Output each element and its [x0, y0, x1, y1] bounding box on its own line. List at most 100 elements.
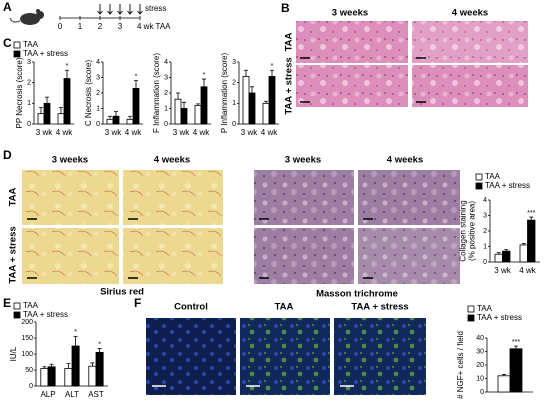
y-tick-label: 0: [27, 121, 31, 128]
y-tick-label: 3: [232, 59, 236, 66]
bar: [64, 367, 73, 387]
y-tick-label: 2: [96, 90, 100, 97]
error-bar: [66, 363, 71, 369]
bar: [509, 348, 523, 393]
error-bar: [529, 216, 534, 221]
bar: [112, 115, 120, 125]
error-bar: [176, 92, 180, 100]
error-bar: [264, 100, 268, 104]
y-tick-label: 100: [21, 351, 33, 358]
y-tick-label: 4: [483, 197, 487, 204]
y-axis-label: # NGF+ cells / field: [456, 331, 465, 399]
row-label: TAA: [8, 187, 19, 206]
y-tick-label: 0: [96, 121, 100, 128]
error-bar: [42, 366, 47, 369]
error-bar: [59, 107, 63, 114]
y-tick-label: 2: [164, 90, 168, 97]
x-tick-label: 3 wk: [105, 128, 122, 137]
column-label: 3 weeks: [332, 8, 368, 19]
error-bar: [39, 107, 43, 114]
legend-label: TAA: [477, 304, 493, 313]
legend-label: TAA: [485, 172, 501, 181]
error-bar: [49, 363, 54, 367]
bar: [268, 76, 276, 125]
timeline-label: 0: [58, 22, 63, 31]
bar: [126, 118, 134, 125]
bar: [242, 76, 250, 125]
bar: [194, 105, 202, 125]
stress-label: stress: [145, 4, 166, 13]
column-label: TAA + stress: [351, 302, 408, 313]
y-tick-label: 40: [476, 335, 484, 342]
stress-arrows: [97, 4, 143, 15]
significance: *: [271, 63, 274, 70]
error-bar: [128, 115, 132, 120]
bar: [43, 102, 51, 125]
y-axis-label: PP Necrosis (score): [15, 57, 24, 128]
bar: [132, 87, 140, 125]
y-tick-label: 3: [96, 74, 100, 81]
column-label: TAA: [275, 302, 294, 313]
row-label: TAA + stress: [8, 226, 19, 283]
panel-label: D: [3, 148, 12, 162]
y-tick-label: 0: [232, 121, 236, 128]
y-tick-label: 3: [483, 212, 487, 219]
row-label: TAA + stress: [284, 57, 295, 114]
error-bar: [134, 80, 138, 89]
error-bar: [250, 86, 254, 93]
column-label: 4 weeks: [387, 155, 423, 166]
error-bar: [114, 111, 118, 117]
x-tick-label: 3 wk: [494, 266, 511, 275]
legend-label: TAA + stress: [477, 313, 522, 322]
legend-swatch: [475, 173, 483, 181]
error-bar: [90, 362, 95, 367]
legend-swatch: [13, 311, 21, 319]
legend-swatch: [13, 302, 21, 310]
x-tick-label: 3 wk: [36, 128, 53, 137]
error-bar: [514, 345, 518, 349]
error-bar: [196, 103, 200, 106]
significance: *: [66, 63, 69, 70]
x-tick-label: ALT: [65, 390, 79, 399]
legend-swatch: [13, 50, 21, 58]
y-tick-label: 2: [483, 228, 487, 235]
timeline-label: 2: [98, 22, 103, 31]
bar: [40, 367, 49, 387]
legend-swatch: [467, 305, 475, 313]
x-tick-label: 3 wk: [241, 128, 258, 137]
error-bar: [108, 115, 112, 120]
legend-swatch: [475, 182, 483, 190]
bar: [63, 78, 71, 125]
bar: [71, 345, 80, 387]
y-tick-label: 30: [476, 348, 484, 355]
legend-swatch: [467, 314, 475, 322]
column-label: 4 weeks: [452, 8, 488, 19]
panel-label: A: [3, 0, 12, 14]
bar: [519, 244, 528, 263]
x-tick-label: 4 wk: [56, 128, 73, 137]
y-tick-label: 1: [27, 100, 31, 107]
error-bar: [521, 243, 526, 245]
legend-label: TAA + stress: [485, 181, 530, 190]
y-tick-label: 2: [27, 80, 31, 87]
bar: [88, 365, 97, 387]
legend-label: TAA: [23, 40, 39, 49]
error-bar: [496, 252, 501, 255]
y-tick-label: 0: [483, 259, 487, 266]
x-tick-label: 4 wk: [519, 266, 536, 275]
bar: [106, 118, 114, 125]
y-axis-label: F Inflammation (score): [152, 53, 161, 133]
significance: *: [74, 329, 77, 336]
y-axis-label: Collagen staining: [459, 200, 468, 261]
column-label: 3 weeks: [52, 155, 88, 166]
y-tick-label: 10: [476, 375, 484, 382]
legend-label: TAA: [23, 301, 39, 310]
bar: [502, 250, 511, 263]
y-axis-label: (% positive area): [468, 201, 477, 261]
bar: [497, 375, 511, 393]
significance: ***: [527, 210, 535, 217]
y-axis-label: C Necrosis (score): [84, 60, 93, 127]
row-label: TAA: [284, 32, 295, 51]
column-label: Control: [174, 302, 208, 313]
